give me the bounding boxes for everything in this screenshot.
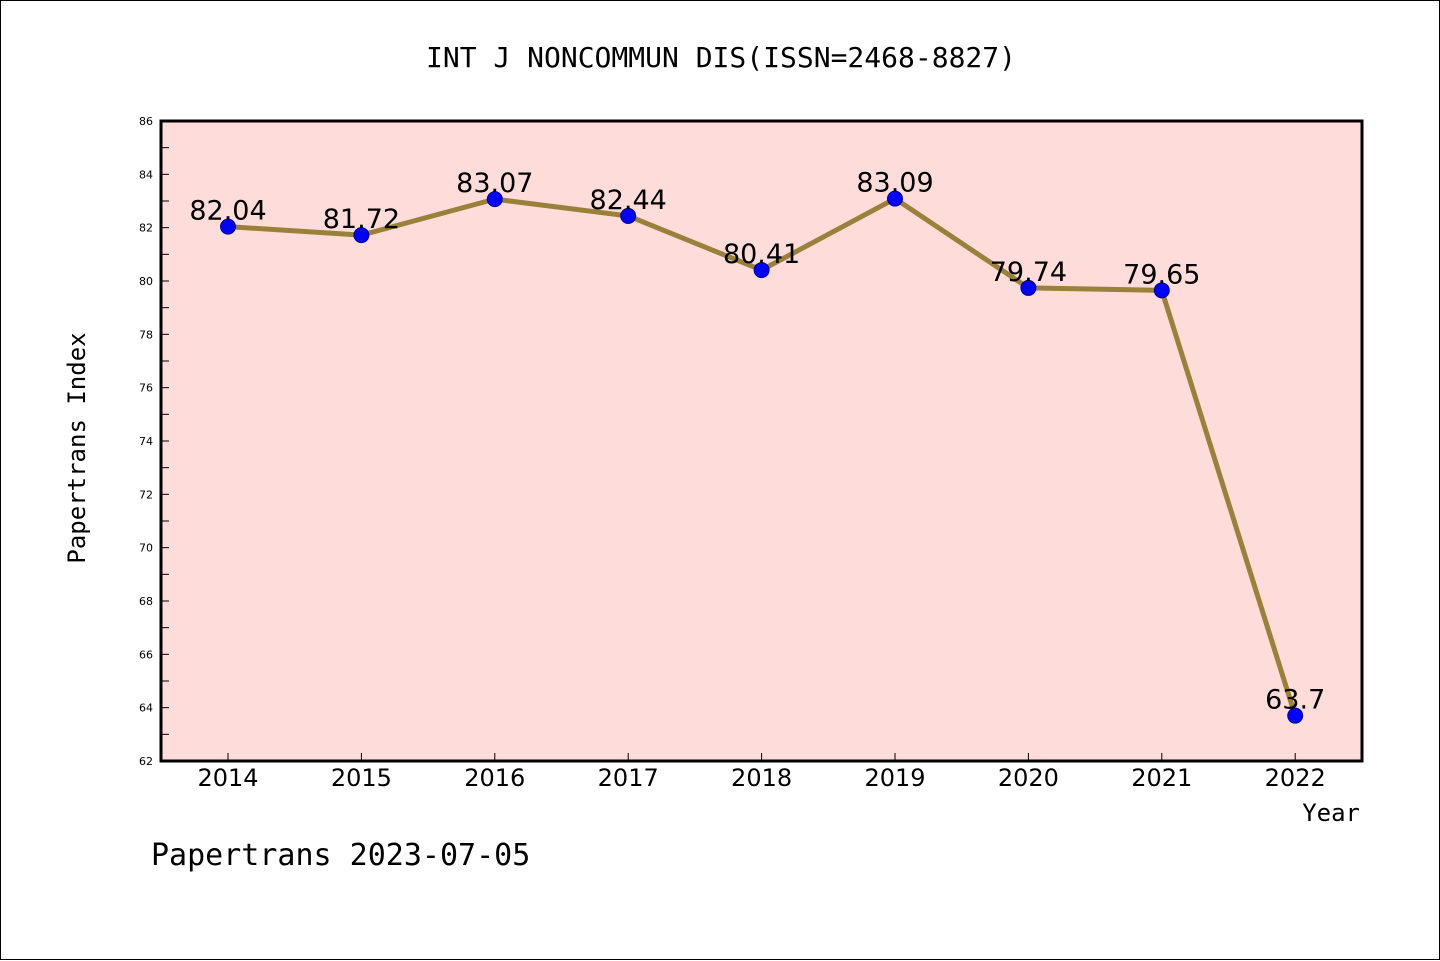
plot-border	[159, 119, 1364, 763]
x-tick-label: 2016	[464, 764, 525, 792]
x-axis: 2014 2015 2016 2017 2018 2019 2020 2021 2022	[197, 753, 1326, 792]
data-point	[620, 207, 637, 224]
y-tick-label: 82	[139, 222, 153, 235]
y-tick-label: 66	[139, 648, 153, 661]
x-tick-label: 2020	[998, 764, 1059, 792]
data-point	[1153, 282, 1170, 299]
data-label: 79.65	[1123, 259, 1200, 290]
data-series	[220, 190, 1304, 724]
data-label: 79.74	[990, 257, 1067, 288]
x-axis-title: Year	[1302, 799, 1360, 827]
data-labels: 82.04 81.72 83.07 82.44 80.41 83.09 79.74 79.65…	[189, 168, 1325, 716]
y-axis: 62 64 66 68 70 72 74 76 78 80 82 84 86	[139, 115, 169, 768]
data-point	[887, 190, 903, 207]
chart-title: INT J NONCOMMUN DIS(ISSN=2468-8827)	[426, 41, 1016, 74]
y-tick-label: 62	[139, 755, 153, 768]
y-tick-label: 78	[139, 328, 153, 341]
data-point	[486, 191, 503, 208]
y-tick-label: 72	[139, 488, 153, 501]
footer-watermark: Papertrans 2023-07-05	[151, 838, 530, 873]
y-tick-label: 64	[139, 702, 153, 715]
x-tick-label: 2017	[598, 764, 659, 792]
data-label: 81.72	[323, 204, 400, 235]
data-point	[353, 227, 370, 244]
data-point	[1287, 707, 1304, 724]
data-point	[753, 262, 770, 279]
data-point	[220, 218, 236, 235]
data-label: 82.04	[189, 196, 266, 227]
data-label: 80.41	[723, 239, 800, 270]
x-tick-label: 2022	[1265, 764, 1326, 792]
y-tick-label: 70	[139, 542, 153, 555]
x-tick-label: 2015	[331, 764, 392, 792]
y-tick-label: 74	[139, 435, 153, 448]
y-tick-label: 80	[139, 275, 153, 288]
x-tick-label: 2014	[197, 764, 258, 792]
x-tick-label: 2019	[864, 764, 925, 792]
y-tick-label: 68	[139, 595, 153, 608]
data-label: 63.7	[1265, 685, 1325, 716]
data-point	[1020, 279, 1037, 296]
data-label: 82.44	[590, 185, 667, 216]
data-label: 83.09	[856, 168, 933, 199]
data-label: 83.07	[456, 168, 533, 199]
y-axis-title: Papertrans Index	[63, 332, 91, 563]
x-tick-label: 2021	[1131, 764, 1192, 792]
y-tick-label: 84	[139, 168, 153, 181]
x-tick-label: 2018	[731, 764, 792, 792]
y-tick-label: 86	[139, 115, 153, 128]
y-tick-label: 76	[139, 382, 153, 395]
